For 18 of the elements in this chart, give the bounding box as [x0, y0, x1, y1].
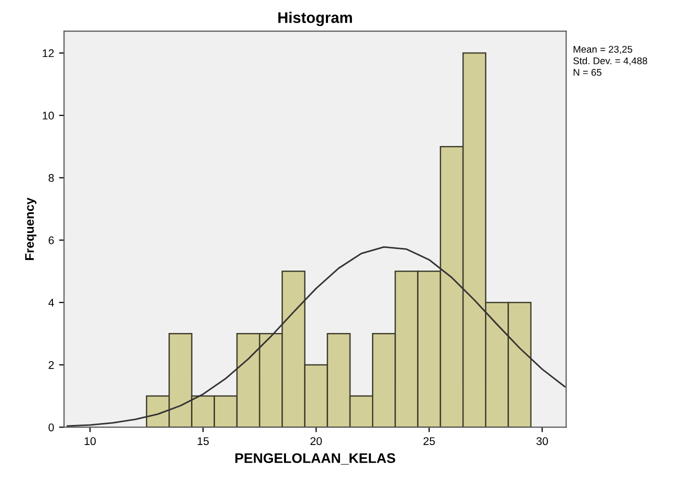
- text: Mean = 23,25: [574, 46, 632, 54]
- x-tick-label: 15: [198, 437, 209, 446]
- y-tick-label: 2: [48, 361, 54, 369]
- x-tick-label: 25: [424, 437, 435, 446]
- text: Std. Dev. = 4,488: [573, 57, 648, 66]
- y-tick-label: 0: [48, 423, 54, 432]
- chart-title: Histogram: [278, 12, 352, 26]
- y-tick-label: 8: [48, 174, 54, 182]
- y-tick-label: 4: [48, 298, 54, 306]
- y-tick-label: 12: [42, 49, 54, 58]
- y-tick-label: 6: [48, 236, 54, 244]
- x-tick-label: 30: [536, 437, 548, 446]
- y-axis-title: Frequency: [25, 198, 36, 260]
- x-axis-title: PENGELOLAAN_KELAS: [235, 453, 396, 465]
- y-tick-label: 10: [42, 112, 54, 120]
- x-tick-label: 20: [310, 437, 322, 446]
- text: N = 65: [574, 68, 602, 76]
- x-tick-label: 10: [84, 437, 96, 446]
